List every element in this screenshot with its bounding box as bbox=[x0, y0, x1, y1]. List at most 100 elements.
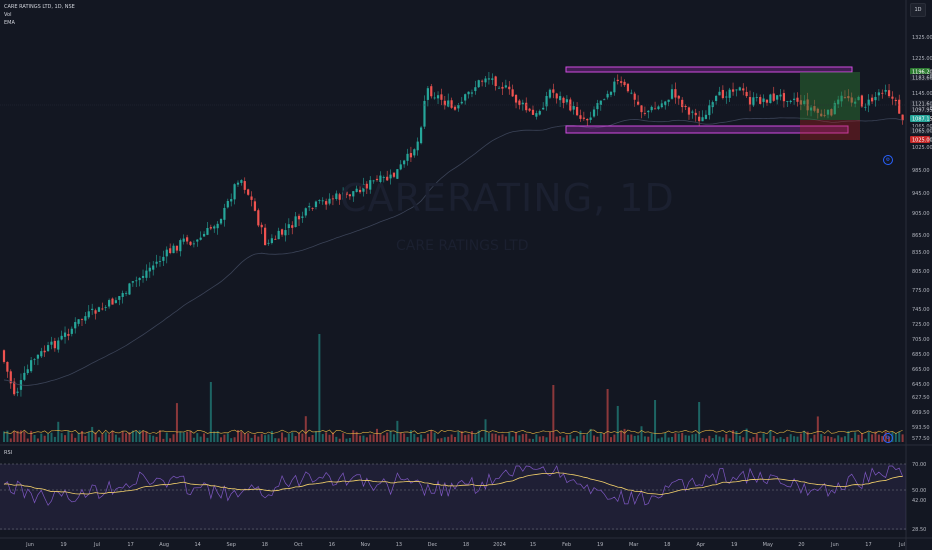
candle-body bbox=[270, 238, 273, 243]
candle-body bbox=[745, 91, 748, 97]
volume-bar bbox=[565, 435, 568, 442]
volume-bar bbox=[277, 438, 280, 442]
symbol-title[interactable]: CARE RATINGS LTD, 1D, NSE bbox=[4, 4, 75, 10]
volume-bar bbox=[623, 428, 626, 442]
candle-body bbox=[450, 100, 453, 108]
candle-body bbox=[796, 97, 799, 102]
volume-bar bbox=[633, 435, 636, 442]
candle-body bbox=[531, 109, 535, 115]
volume-scale-settings-icon[interactable]: ⚙ bbox=[883, 433, 893, 443]
candle-body bbox=[301, 216, 304, 218]
volume-bar bbox=[454, 436, 456, 442]
rsi-tick-label: 70.00 bbox=[912, 462, 926, 468]
candle-body bbox=[294, 216, 297, 228]
volume-bar bbox=[871, 434, 874, 442]
candle-body bbox=[389, 174, 392, 179]
volume-bar bbox=[135, 431, 138, 442]
volume-indicator-label[interactable]: Vol bbox=[4, 12, 12, 18]
candle-body bbox=[60, 335, 63, 340]
volume-bar bbox=[220, 437, 223, 442]
time-tick-label: 16 bbox=[329, 542, 335, 548]
candle-body bbox=[887, 90, 891, 97]
volume-bar bbox=[548, 431, 551, 442]
rsi-indicator-label[interactable]: RSI bbox=[4, 450, 13, 456]
candle-body bbox=[118, 296, 121, 300]
volume-bar bbox=[36, 438, 39, 442]
volume-bar bbox=[392, 434, 395, 442]
volume-bar bbox=[13, 431, 16, 442]
volume-bar bbox=[19, 430, 22, 442]
candle-body bbox=[613, 81, 616, 93]
price-label: 1183.60 bbox=[912, 76, 932, 82]
candle-body bbox=[260, 224, 263, 228]
volume-bar bbox=[708, 435, 711, 442]
volume-bar bbox=[593, 435, 596, 442]
time-tick-label: 2024 bbox=[493, 542, 506, 548]
volume-group bbox=[3, 334, 904, 442]
candle-body bbox=[894, 99, 897, 102]
volume-bar bbox=[321, 434, 324, 442]
time-tick-label: 18 bbox=[664, 542, 670, 548]
volume-bar bbox=[854, 432, 857, 442]
price-scale-settings-icon[interactable]: ⚙ bbox=[883, 155, 893, 165]
volume-bar bbox=[67, 430, 70, 442]
candle-body bbox=[620, 81, 623, 83]
volume-bar bbox=[30, 430, 33, 442]
resolution-button[interactable]: 1D bbox=[910, 3, 926, 17]
candle-body bbox=[776, 95, 779, 100]
candle-body bbox=[365, 183, 368, 189]
volume-bar bbox=[175, 403, 178, 442]
volume-bar bbox=[528, 438, 531, 442]
candle-body bbox=[847, 96, 850, 99]
volume-bar bbox=[152, 435, 155, 442]
volume-bar bbox=[691, 434, 694, 442]
candle-body bbox=[152, 265, 155, 270]
volume-bar bbox=[108, 434, 111, 442]
candle-body bbox=[494, 76, 497, 87]
candle-body bbox=[419, 127, 423, 144]
volume-bar bbox=[325, 432, 328, 442]
candle-body bbox=[691, 111, 694, 113]
volume-bar bbox=[721, 437, 724, 442]
time-tick-label: Jul bbox=[93, 542, 100, 548]
price-tick-label: 835.00 bbox=[912, 250, 930, 256]
candle-body bbox=[840, 95, 843, 102]
time-tick-label: 19 bbox=[60, 542, 66, 548]
candle-body bbox=[674, 89, 677, 98]
candle-body bbox=[70, 328, 73, 334]
candle-body bbox=[681, 99, 684, 108]
candle-body bbox=[87, 311, 90, 318]
price-label: 1025.00 bbox=[912, 138, 932, 144]
volume-bar bbox=[667, 437, 670, 442]
candle-body bbox=[755, 97, 758, 98]
candle-body bbox=[413, 149, 416, 156]
candle-body bbox=[226, 200, 229, 208]
candle-body bbox=[891, 96, 894, 99]
candle-body bbox=[870, 97, 874, 102]
volume-bar bbox=[820, 434, 823, 442]
volume-bar bbox=[114, 434, 117, 442]
candle-body bbox=[687, 107, 691, 115]
volume-bar bbox=[121, 431, 124, 442]
volume-bar bbox=[877, 434, 880, 442]
resistance-zone bbox=[565, 66, 853, 73]
candle-body bbox=[772, 93, 775, 101]
volume-bar bbox=[599, 433, 602, 442]
volume-bar bbox=[87, 431, 90, 442]
rsi-ma-line bbox=[3, 472, 903, 495]
volume-bar bbox=[901, 434, 904, 442]
candle-body bbox=[436, 95, 440, 99]
time-tick-label: Jun bbox=[830, 542, 839, 548]
time-tick-label: Aug bbox=[159, 542, 169, 548]
volume-bar bbox=[338, 438, 341, 442]
candle-body bbox=[579, 115, 582, 119]
candle-body bbox=[352, 191, 355, 197]
candle-body bbox=[803, 100, 806, 105]
candle-body bbox=[219, 218, 223, 224]
volume-bar bbox=[745, 428, 748, 442]
volume-bar bbox=[518, 435, 521, 442]
volume-bar bbox=[816, 416, 819, 442]
ema-indicator-label[interactable]: EMA bbox=[4, 20, 15, 26]
candle-body bbox=[274, 238, 277, 240]
